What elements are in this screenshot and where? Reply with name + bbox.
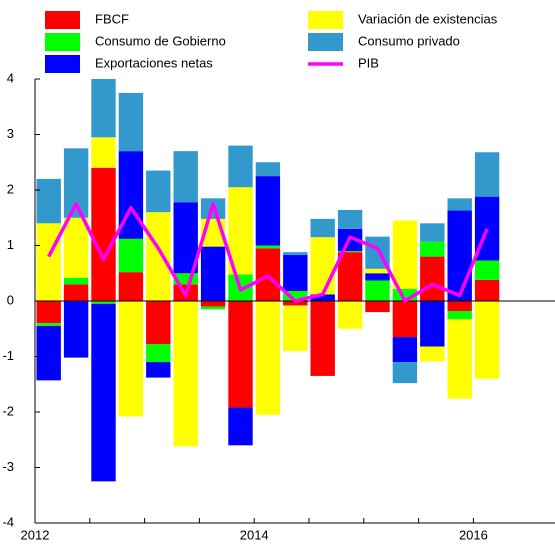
bar-segment <box>283 305 308 351</box>
legend-label: FBCF <box>95 11 129 26</box>
legend-label: Consumo privado <box>358 33 460 48</box>
bar-segment <box>474 152 500 197</box>
bar-segment <box>228 407 253 446</box>
y-tick-label: 1 <box>7 237 14 252</box>
legend-marker <box>45 11 80 29</box>
bar-segment <box>228 145 253 188</box>
y-tick-label: -4 <box>2 514 14 529</box>
bar-segment <box>337 251 363 253</box>
y-tick-label: -3 <box>2 459 14 474</box>
bar-segment <box>118 301 144 417</box>
bar-segment <box>447 310 472 320</box>
bar-segment <box>173 301 198 447</box>
bar-segment <box>337 252 363 301</box>
y-tick-label: 4 <box>7 70 14 85</box>
bar-segment <box>173 151 198 203</box>
bar-segment <box>310 237 335 295</box>
bar-segment <box>255 176 281 246</box>
bar-segment <box>392 220 418 289</box>
bar-segment <box>36 178 61 224</box>
y-tick-label: 2 <box>7 181 14 196</box>
bar-segment <box>420 223 445 242</box>
bar-segment <box>420 241 445 257</box>
bar-segment <box>118 272 144 301</box>
bar-segment <box>63 217 89 278</box>
bar-segment <box>228 301 253 408</box>
bar-segment <box>118 92 144 152</box>
bar-segment <box>255 245 281 249</box>
bar-segment <box>36 325 61 381</box>
bar-segment <box>255 301 281 415</box>
bar-segment <box>447 301 472 311</box>
bar-segment <box>310 218 335 238</box>
legend-label: PIB <box>358 55 379 70</box>
legend-label: Consumo de Gobierno <box>95 33 226 48</box>
bar-segment <box>310 294 335 301</box>
bar-segment <box>447 210 472 301</box>
y-tick-label: -1 <box>2 348 14 363</box>
y-tick-label: -2 <box>2 403 14 418</box>
bar-segment <box>91 303 116 482</box>
bar-segment <box>146 362 171 378</box>
bar-segment <box>365 280 390 301</box>
bar-segment <box>91 301 116 304</box>
bar-segment <box>118 238 144 273</box>
bar-segment <box>63 301 89 358</box>
bar-segment <box>283 252 308 255</box>
y-tick-label: 0 <box>7 292 14 307</box>
bar-segment <box>200 301 226 307</box>
x-tick-label: 2012 <box>21 527 50 542</box>
bar-segment <box>365 268 390 274</box>
legend-label: Exportaciones netas <box>95 55 213 70</box>
bar-segment <box>392 362 418 384</box>
bar-segment <box>420 301 445 347</box>
bar-segment <box>474 260 500 280</box>
legend-marker <box>308 33 343 51</box>
bar-segment <box>474 279 500 301</box>
bar-segment <box>36 323 61 326</box>
bar-segment <box>91 167 116 301</box>
bar-segment <box>337 209 363 229</box>
bar-segment <box>255 162 281 177</box>
bar-segment <box>365 273 390 281</box>
bar-segment <box>447 198 472 211</box>
bar-segment <box>91 79 116 138</box>
bar-segment <box>474 301 500 379</box>
bar-segment <box>365 301 390 313</box>
legend-marker <box>45 33 80 51</box>
bar-segment <box>63 284 89 301</box>
bar-segment <box>91 137 116 168</box>
legend-marker <box>45 55 80 73</box>
y-tick-label: 3 <box>7 126 14 141</box>
bar-segment <box>283 291 308 301</box>
x-tick-label: 2016 <box>459 527 488 542</box>
bar-segment <box>392 337 418 363</box>
bar-segment <box>146 344 171 363</box>
bar-segment <box>283 301 308 306</box>
bar-segment <box>173 273 198 285</box>
line <box>47 202 489 303</box>
bar-segment <box>146 170 171 213</box>
bar-segment <box>146 212 171 301</box>
bar-segment <box>146 301 171 345</box>
bar-segment <box>200 246 226 301</box>
legend-marker <box>308 11 343 29</box>
bar-segment <box>420 346 445 362</box>
bar-segment <box>36 301 61 324</box>
bar-segment <box>173 202 198 274</box>
bar-segment <box>310 301 335 376</box>
legend-label: Variación de existencias <box>358 11 498 26</box>
bar-segment <box>392 301 418 338</box>
bar-segment <box>36 223 61 301</box>
bar-segment <box>337 301 363 329</box>
x-tick-label: 2014 <box>240 527 269 542</box>
bar-segment <box>200 306 226 310</box>
bar-segment <box>63 277 89 285</box>
bar-segment <box>420 256 445 301</box>
bar-segment <box>283 254 308 292</box>
bar-segment <box>447 319 472 399</box>
